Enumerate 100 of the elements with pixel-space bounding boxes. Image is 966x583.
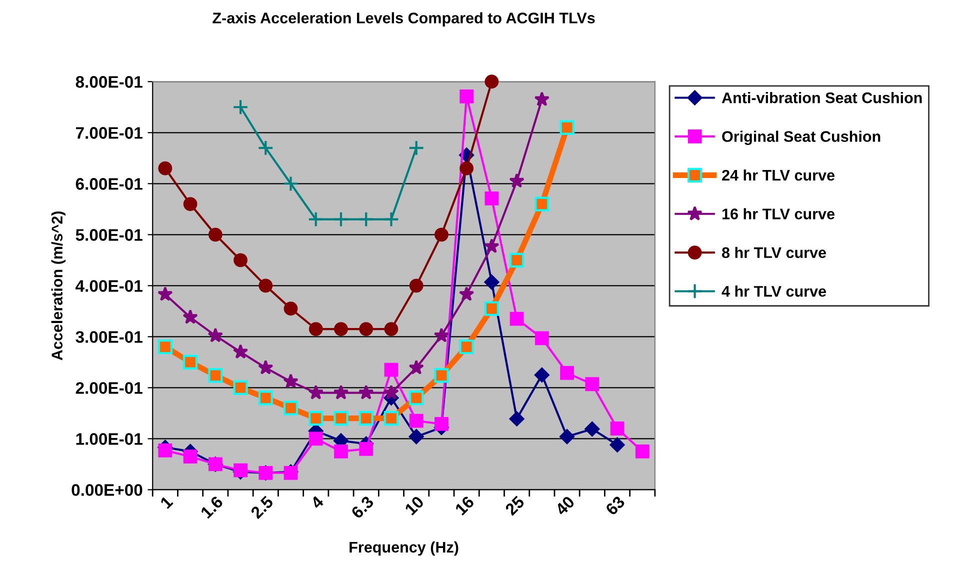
- chart-title: Z-axis Acceleration Levels Compared to ACGIH TLVs: [212, 12, 595, 26]
- point: [484, 238, 500, 254]
- point: [434, 368, 449, 383]
- x-tick-label: 1.6: [200, 495, 224, 519]
- point: [258, 390, 273, 406]
- y-axis-title: Acceleration (m/s^2): [51, 211, 66, 360]
- x-tick-label: 2.5: [250, 495, 274, 520]
- point: [333, 211, 349, 228]
- point: [308, 411, 324, 426]
- point: [460, 89, 474, 104]
- point: [460, 161, 474, 176]
- point: [509, 411, 524, 426]
- point: [183, 197, 198, 211]
- x-tick-label: 16: [454, 495, 475, 516]
- point: [208, 368, 223, 383]
- y-tick-label: 7.00E-01: [76, 127, 142, 139]
- point: [158, 443, 172, 458]
- point: [560, 366, 574, 380]
- point: [258, 360, 274, 374]
- point: [408, 429, 424, 444]
- point: [458, 286, 474, 302]
- x-tick-label: 6.3: [350, 495, 374, 520]
- point: [484, 74, 499, 89]
- point: [409, 414, 424, 428]
- point: [308, 211, 324, 228]
- point: [234, 463, 248, 478]
- point: [358, 384, 374, 400]
- point: [258, 140, 274, 156]
- legend-label: 4 hr TLV curve: [722, 286, 826, 297]
- point: [333, 384, 349, 400]
- y-tick-label: 5.00E-01: [76, 229, 142, 241]
- point: [384, 322, 398, 336]
- point: [434, 228, 448, 242]
- point: [358, 411, 374, 426]
- point: [560, 120, 574, 135]
- point: [635, 444, 650, 458]
- point: [158, 340, 172, 354]
- point: [434, 328, 450, 342]
- point: [484, 191, 499, 206]
- point: [308, 432, 323, 446]
- point: [258, 278, 273, 293]
- point: [484, 301, 499, 316]
- point: [283, 374, 298, 388]
- point: [534, 331, 549, 346]
- x-tick-label: 4: [310, 495, 324, 510]
- point: [308, 322, 323, 336]
- point: [234, 253, 248, 268]
- point: [383, 211, 400, 228]
- point: [408, 140, 424, 156]
- point: [534, 91, 550, 106]
- point: [182, 309, 198, 324]
- point: [359, 442, 374, 456]
- point: [610, 437, 625, 452]
- point: [434, 416, 448, 431]
- point: [308, 384, 324, 400]
- y-tick-label: 2.00E-01: [76, 382, 142, 394]
- point: [459, 340, 474, 354]
- point: [409, 390, 424, 406]
- point: [534, 196, 550, 212]
- y-tick-label: 0.00E+00: [72, 484, 142, 496]
- y-tick-label: 3.00E-01: [76, 331, 142, 343]
- point: [559, 429, 575, 444]
- point: [358, 211, 374, 228]
- legend-label: 8 hr TLV curve: [722, 246, 826, 258]
- point: [183, 354, 198, 370]
- point: [585, 377, 600, 392]
- x-tick-label: 40: [554, 495, 576, 516]
- point: [282, 176, 299, 192]
- point: [384, 384, 399, 400]
- point: [334, 444, 348, 458]
- point: [610, 422, 624, 436]
- point: [359, 322, 374, 336]
- point: [232, 344, 248, 359]
- point: [283, 400, 298, 416]
- point: [233, 380, 248, 395]
- point: [409, 278, 424, 293]
- legend-label: Anti-vibration Seat Cushion: [722, 92, 922, 104]
- legend-label: Original Seat Cushion: [722, 130, 880, 146]
- point: [484, 274, 500, 290]
- point: [232, 99, 249, 116]
- point: [510, 312, 524, 326]
- x-tick-label: 25: [504, 495, 526, 516]
- point: [509, 173, 524, 188]
- point: [334, 411, 348, 426]
- y-tick-label: 6.00E-01: [76, 178, 142, 190]
- point: [408, 360, 424, 374]
- y-tick-label: 8.00E-01: [76, 76, 142, 88]
- point: [334, 322, 348, 336]
- legend-label: 24 hr TLV curve: [722, 169, 834, 181]
- point: [158, 161, 172, 176]
- point: [284, 302, 298, 316]
- x-tick-label: 1: [160, 495, 174, 509]
- point: [510, 252, 524, 268]
- y-tick-label: 4.00E-01: [76, 280, 142, 292]
- point: [208, 328, 224, 342]
- x-tick-label: 63: [604, 495, 626, 516]
- point: [584, 421, 600, 437]
- point: [384, 411, 399, 426]
- point: [534, 367, 550, 383]
- legend-label: 16 hr TLV curve: [722, 208, 834, 220]
